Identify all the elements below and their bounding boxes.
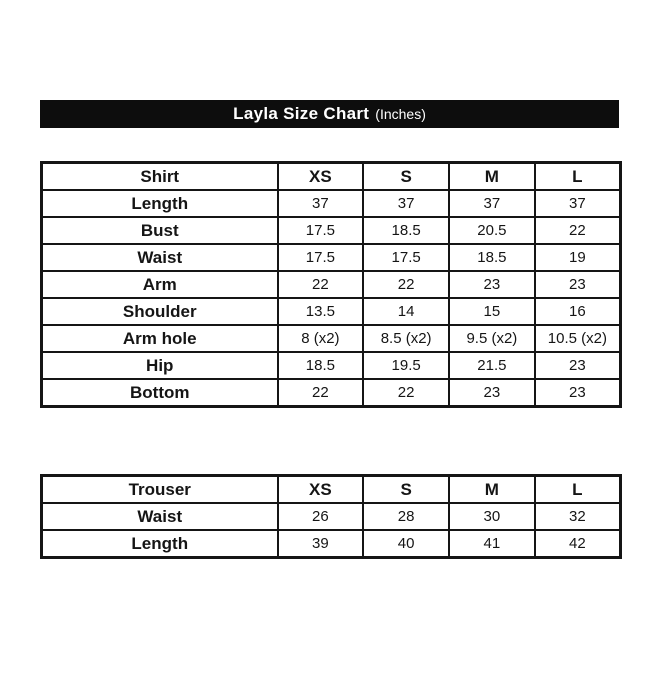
size-column-header-s: S [362, 161, 450, 191]
value-cell: 21.5 [448, 351, 536, 380]
value-cell: 40 [362, 529, 450, 559]
size-column-header-s: S [362, 474, 450, 504]
trouser-table-title-cell: Trouser [40, 474, 279, 504]
value-cell: 17.5 [276, 216, 365, 245]
value-cell: 22 [276, 378, 365, 408]
size-column-header-m: M [448, 474, 536, 504]
value-cell: 14 [362, 297, 450, 326]
value-cell: 17.5 [362, 243, 450, 272]
size-column-header-l: L [533, 161, 622, 191]
value-cell: 37 [533, 189, 622, 218]
row-label-hip: Hip [40, 351, 279, 380]
row-label-arm: Arm [40, 270, 279, 299]
value-cell: 23 [533, 378, 622, 408]
value-cell: 22 [276, 270, 365, 299]
trouser-size-table: Trouser XS S M L Waist 26 28 30 32 Lengt… [40, 474, 622, 559]
value-cell: 20.5 [448, 216, 536, 245]
value-cell: 16 [533, 297, 622, 326]
value-cell: 10.5 (x2) [533, 324, 622, 353]
value-cell: 28 [362, 502, 450, 531]
value-cell: 19 [533, 243, 622, 272]
value-cell: 23 [448, 378, 536, 408]
value-cell: 26 [276, 502, 365, 531]
value-cell: 9.5 (x2) [448, 324, 536, 353]
value-cell: 42 [533, 529, 622, 559]
value-cell: 8 (x2) [276, 324, 365, 353]
chart-title-unit: (Inches) [375, 106, 426, 122]
row-label-bust: Bust [40, 216, 279, 245]
table-row-hip: Hip 18.5 19.5 21.5 23 [40, 351, 622, 380]
table-row-bust: Bust 17.5 18.5 20.5 22 [40, 216, 622, 245]
size-chart-title-bar: Layla Size Chart (Inches) [40, 100, 619, 128]
row-label-length: Length [40, 189, 279, 218]
row-label-waist: Waist [40, 502, 279, 531]
trouser-table-header-row: Trouser XS S M L [40, 474, 622, 504]
table-row-shoulder: Shoulder 13.5 14 15 16 [40, 297, 622, 326]
value-cell: 32 [533, 502, 622, 531]
value-cell: 23 [533, 270, 622, 299]
value-cell: 18.5 [448, 243, 536, 272]
value-cell: 19.5 [362, 351, 450, 380]
table-row-trouser-length: Length 39 40 41 42 [40, 529, 622, 559]
shirt-table-title-cell: Shirt [40, 161, 279, 191]
value-cell: 17.5 [276, 243, 365, 272]
value-cell: 37 [362, 189, 450, 218]
value-cell: 22 [362, 270, 450, 299]
table-row-length: Length 37 37 37 37 [40, 189, 622, 218]
value-cell: 15 [448, 297, 536, 326]
value-cell: 22 [533, 216, 622, 245]
table-row-arm-hole: Arm hole 8 (x2) 8.5 (x2) 9.5 (x2) 10.5 (… [40, 324, 622, 353]
value-cell: 22 [362, 378, 450, 408]
size-column-header-m: M [448, 161, 536, 191]
table-row-waist: Waist 17.5 17.5 18.5 19 [40, 243, 622, 272]
row-label-bottom: Bottom [40, 378, 279, 408]
value-cell: 23 [448, 270, 536, 299]
row-label-waist: Waist [40, 243, 279, 272]
value-cell: 18.5 [362, 216, 450, 245]
value-cell: 23 [533, 351, 622, 380]
shirt-table-header-row: Shirt XS S M L [40, 161, 622, 191]
value-cell: 18.5 [276, 351, 365, 380]
value-cell: 37 [448, 189, 536, 218]
size-column-header-xs: XS [276, 161, 365, 191]
table-row-bottom: Bottom 22 22 23 23 [40, 378, 622, 408]
value-cell: 30 [448, 502, 536, 531]
row-label-shoulder: Shoulder [40, 297, 279, 326]
value-cell: 39 [276, 529, 365, 559]
row-label-length: Length [40, 529, 279, 559]
row-label-arm-hole: Arm hole [40, 324, 279, 353]
value-cell: 37 [276, 189, 365, 218]
chart-title: Layla Size Chart [233, 104, 370, 123]
shirt-size-table: Shirt XS S M L Length 37 37 37 37 Bust 1… [40, 161, 622, 408]
value-cell: 8.5 (x2) [362, 324, 450, 353]
value-cell: 13.5 [276, 297, 365, 326]
value-cell: 41 [448, 529, 536, 559]
table-row-trouser-waist: Waist 26 28 30 32 [40, 502, 622, 531]
table-row-arm: Arm 22 22 23 23 [40, 270, 622, 299]
size-column-header-l: L [533, 474, 622, 504]
size-column-header-xs: XS [276, 474, 365, 504]
